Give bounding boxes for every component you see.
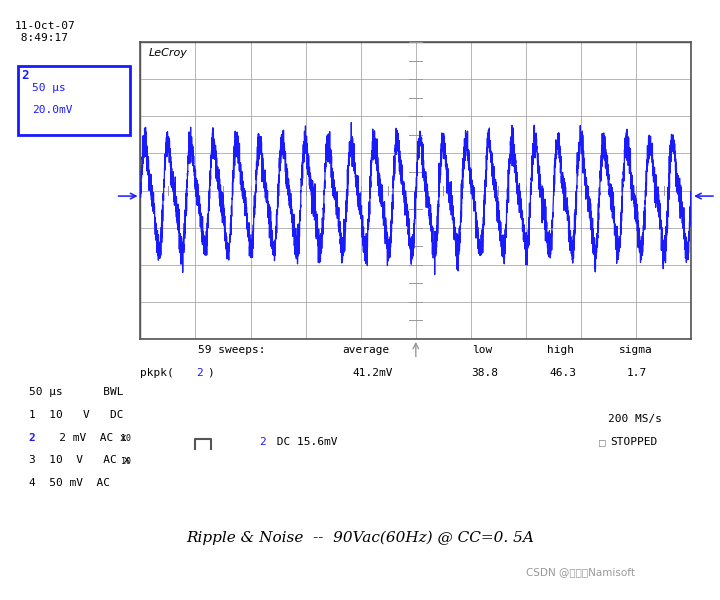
Text: pkpk(: pkpk( bbox=[140, 368, 174, 378]
Text: 3  10  V   AC x: 3 10 V AC x bbox=[29, 455, 130, 466]
Text: 2: 2 bbox=[22, 69, 29, 82]
Text: 41.2mV: 41.2mV bbox=[353, 368, 393, 378]
Text: 1  10   V   DC: 1 10 V DC bbox=[29, 410, 123, 420]
Text: 46.3: 46.3 bbox=[549, 368, 576, 378]
Text: STOPPED: STOPPED bbox=[611, 437, 658, 447]
Text: 10: 10 bbox=[121, 457, 131, 466]
Text: high: high bbox=[547, 345, 575, 355]
Text: 2 mV  AC x: 2 mV AC x bbox=[39, 433, 127, 443]
Text: low: low bbox=[472, 345, 492, 355]
Text: LeCroy: LeCroy bbox=[148, 47, 187, 58]
Text: 11-Oct-07
 8:49:17: 11-Oct-07 8:49:17 bbox=[14, 21, 75, 43]
Text: 50 μs      BWL: 50 μs BWL bbox=[29, 387, 123, 397]
Text: DC 15.6mV: DC 15.6mV bbox=[270, 437, 338, 447]
Text: 2: 2 bbox=[259, 437, 266, 447]
Text: ): ) bbox=[207, 368, 214, 378]
Text: CSDN @纳米软Namisoft: CSDN @纳米软Namisoft bbox=[526, 567, 634, 577]
Text: 4  50 mV  AC: 4 50 mV AC bbox=[29, 478, 109, 488]
Text: 38.8: 38.8 bbox=[472, 368, 498, 378]
Text: 2: 2 bbox=[29, 433, 35, 443]
Text: sigma: sigma bbox=[619, 345, 653, 355]
Text: 10: 10 bbox=[121, 434, 131, 443]
Text: Ripple & Noise  --  90Vac(60Hz) @ CC=0. 5A: Ripple & Noise -- 90Vac(60Hz) @ CC=0. 5A bbox=[186, 531, 534, 545]
Text: 1.7: 1.7 bbox=[626, 368, 647, 378]
Text: □: □ bbox=[599, 437, 606, 447]
Text: 59 sweeps:: 59 sweeps: bbox=[198, 345, 266, 355]
Text: average: average bbox=[342, 345, 390, 355]
Text: 2: 2 bbox=[196, 368, 202, 378]
Text: 50 μs: 50 μs bbox=[32, 83, 66, 93]
Text: 20.0mV: 20.0mV bbox=[32, 105, 73, 115]
Text: 200 MS/s: 200 MS/s bbox=[608, 414, 662, 424]
